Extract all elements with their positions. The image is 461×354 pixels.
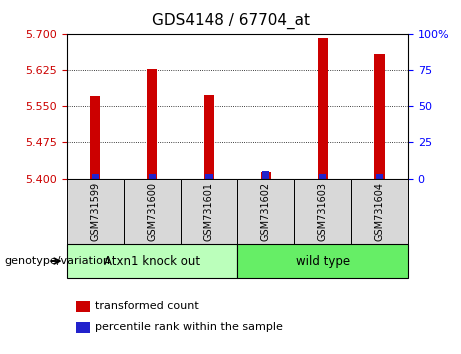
Bar (376, 174, 383, 179)
Bar (147, 69, 157, 179)
Text: GSM731599: GSM731599 (90, 182, 100, 241)
Text: wild type: wild type (296, 255, 350, 268)
Text: GDS4148 / 67704_at: GDS4148 / 67704_at (152, 12, 309, 29)
Text: percentile rank within the sample: percentile rank within the sample (95, 322, 283, 332)
Text: GSM731602: GSM731602 (261, 182, 271, 241)
Bar (262, 171, 269, 179)
Bar (261, 171, 271, 179)
Text: GSM731604: GSM731604 (374, 182, 384, 241)
Bar (148, 174, 156, 179)
Bar (90, 96, 100, 179)
Bar (319, 174, 326, 179)
Text: Atxn1 knock out: Atxn1 knock out (104, 255, 200, 268)
Bar (374, 55, 384, 179)
Text: GSM731600: GSM731600 (147, 182, 157, 241)
Bar (318, 38, 328, 179)
Text: genotype/variation: genotype/variation (5, 256, 111, 266)
Bar (206, 174, 213, 179)
Bar (204, 95, 214, 179)
Text: GSM731603: GSM731603 (318, 182, 328, 241)
Text: GSM731601: GSM731601 (204, 182, 214, 241)
Bar (92, 174, 99, 179)
Text: transformed count: transformed count (95, 301, 198, 311)
